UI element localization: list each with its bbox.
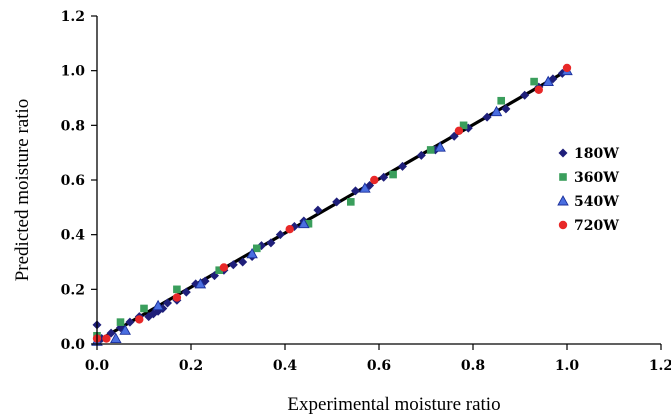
- legend-label-720w: 720W: [574, 218, 619, 234]
- point-720w: [172, 293, 182, 302]
- point-720w: [135, 315, 144, 324]
- y-tick-label: 0.2: [61, 282, 85, 298]
- y-tick-label: 0.8: [61, 118, 85, 134]
- point-720w: [102, 334, 111, 343]
- point-720w: [219, 263, 229, 272]
- point-540w: [434, 141, 446, 152]
- point-180w: [482, 112, 492, 122]
- point-360w: [173, 285, 181, 294]
- point-180w: [228, 260, 238, 270]
- x-tick-label: 0.8: [461, 358, 485, 374]
- x-tick-label: 0.0: [85, 358, 110, 374]
- y-tick-label: 0.4: [61, 228, 86, 244]
- point-360w: [140, 304, 148, 313]
- point-540w: [194, 277, 207, 289]
- point-180w: [351, 186, 360, 196]
- point-180w: [181, 287, 191, 297]
- point-360w: [215, 266, 223, 274]
- legend-marker-180w: [558, 148, 568, 158]
- point-540w: [246, 247, 258, 259]
- point-180w: [275, 230, 285, 240]
- point-720w: [454, 126, 464, 135]
- legend: 180W 360W 540W 720W: [557, 146, 619, 234]
- point-360w: [253, 244, 261, 253]
- point-180w: [163, 298, 172, 308]
- legend-label-180w: 180W: [574, 146, 619, 162]
- x-tick-label: 0.6: [367, 358, 391, 374]
- y-tick-label: 1.2: [61, 9, 85, 25]
- legend-marker-720w: [558, 220, 568, 230]
- point-360w: [389, 170, 397, 179]
- legend-marker-540w: [557, 195, 569, 206]
- point-180w: [125, 317, 135, 327]
- point-180w: [520, 90, 530, 100]
- point-180w: [379, 172, 389, 182]
- point-540w: [298, 217, 310, 229]
- point-180w: [332, 197, 342, 207]
- x-tick-label: 0.4: [273, 358, 298, 374]
- point-180w: [238, 257, 248, 267]
- point-360w: [530, 77, 538, 86]
- legend-label-540w: 540W: [574, 194, 619, 210]
- point-180w: [416, 150, 426, 160]
- point-180w: [313, 205, 323, 215]
- point-540w: [152, 299, 164, 311]
- ticks-layer: 0.0 0.2 0.4 0.6 0.8 1.0 1.2 0.0 0.2 0.4 0.6 0.8 1.0 1…: [61, 9, 671, 374]
- point-180w: [398, 161, 407, 171]
- data-points-layer: [91, 63, 573, 346]
- x-axis-title: Experimental moisture ratio: [287, 394, 500, 415]
- point-360w: [497, 96, 505, 105]
- y-tick-label: 0.0: [61, 337, 86, 353]
- point-360w: [304, 219, 313, 228]
- legend-marker-360w: [559, 173, 567, 181]
- point-540w: [542, 75, 554, 87]
- point-720w: [562, 63, 572, 73]
- y-tick-label: 1.0: [61, 64, 86, 80]
- y-tick-label: 0.6: [61, 173, 85, 189]
- point-720w: [370, 175, 379, 185]
- x-tick-label: 0.2: [179, 358, 203, 374]
- point-720w: [534, 85, 543, 95]
- x-tick-label: 1.2: [649, 358, 671, 374]
- point-180w: [501, 104, 511, 114]
- point-540w: [110, 332, 122, 343]
- point-540w: [119, 324, 131, 335]
- x-tick-label: 1.0: [555, 358, 580, 374]
- point-180w: [266, 238, 276, 248]
- point-360w: [426, 146, 435, 154]
- point-360w: [116, 318, 125, 326]
- point-540w: [359, 182, 371, 193]
- point-360w: [459, 121, 468, 130]
- point-360w: [347, 198, 355, 206]
- legend-label-360w: 360W: [574, 170, 619, 186]
- y-axis-title: Predicted moisture ratio: [12, 99, 33, 282]
- point-720w: [285, 225, 294, 234]
- point-540w: [490, 105, 503, 117]
